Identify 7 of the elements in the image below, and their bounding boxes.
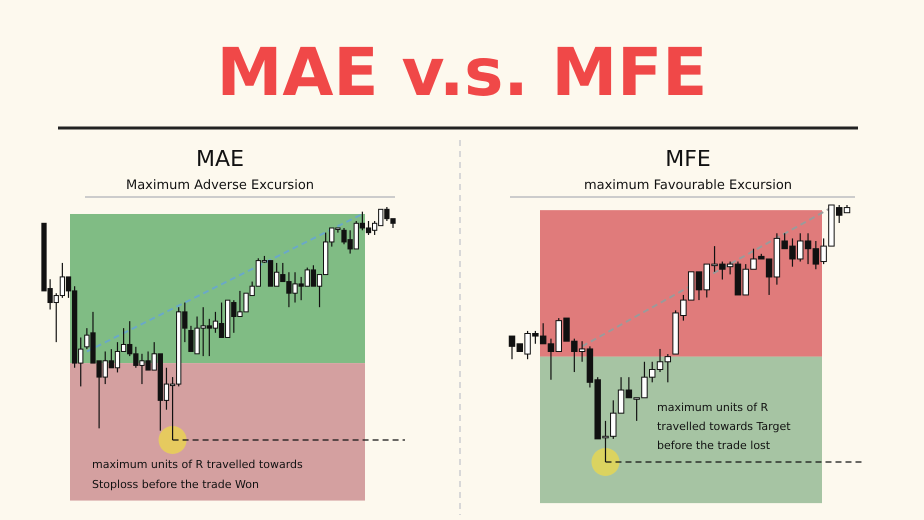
chart-subtitle: maximum Favourable Excursion <box>584 178 792 193</box>
chart-title: MFE <box>665 147 711 172</box>
text: MAE v.s. MFE <box>216 34 708 111</box>
annotation: maximum units of R travelled towards Target before the trade lost <box>657 401 792 452</box>
chart-title: MAE <box>196 147 244 172</box>
chart-subtitle: Maximum Adverse Excursion <box>126 178 314 193</box>
text: maximum units of R travelled towards Stoploss before the trade Won <box>92 458 304 491</box>
